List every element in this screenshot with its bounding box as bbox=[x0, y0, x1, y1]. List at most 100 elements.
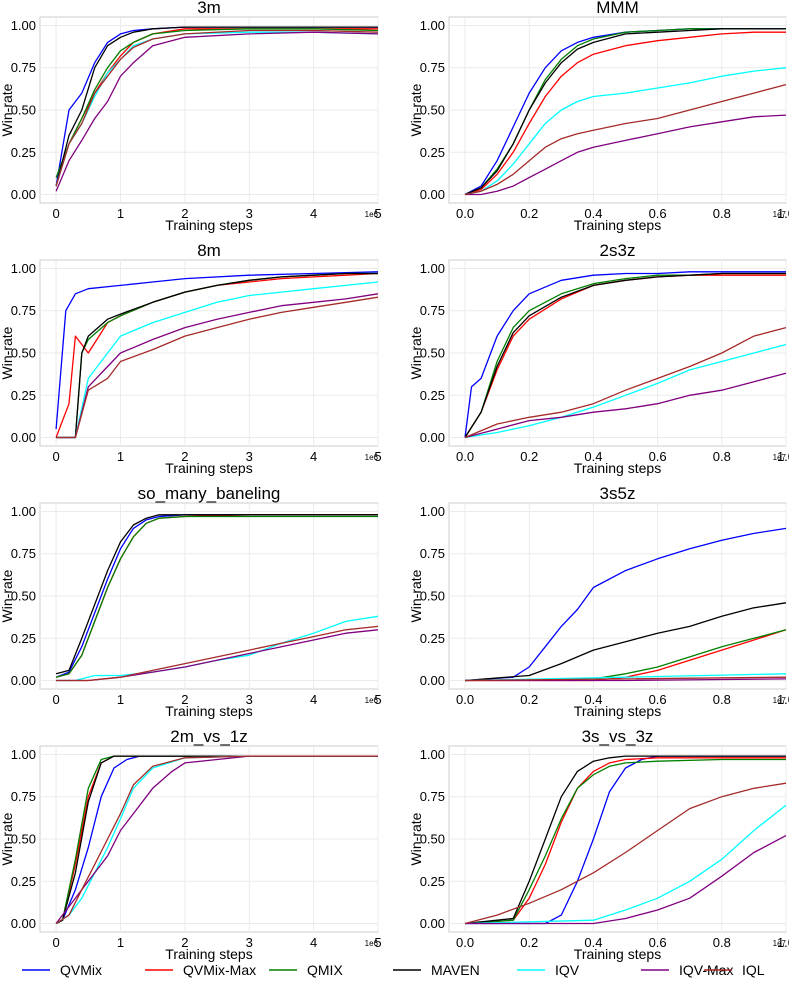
y-tick-label: 1.00 bbox=[420, 18, 445, 33]
x-tick-label: 0 bbox=[52, 449, 59, 464]
series-line-iqv bbox=[56, 281, 379, 439]
series-line-qvmix bbox=[55, 271, 379, 430]
series-line-iql bbox=[464, 782, 787, 925]
series-line-maven bbox=[55, 514, 378, 675]
y-axis-label: Win-rate bbox=[408, 83, 424, 136]
series-line-qvmix bbox=[464, 271, 786, 438]
series-line-iql bbox=[55, 755, 378, 925]
x-tick-label: 0.4 bbox=[584, 692, 602, 707]
x-tick-label: 1 bbox=[117, 935, 124, 950]
y-tick-label: 0.00 bbox=[11, 673, 36, 688]
x-tick-label: 1 bbox=[117, 692, 124, 707]
chart-title: 8m bbox=[197, 241, 221, 260]
x-axis-label: Training steps bbox=[165, 217, 252, 233]
y-axis-label: Win-rate bbox=[0, 569, 15, 622]
x-tick-label: 5 bbox=[374, 449, 381, 464]
x-tick-label: 5 bbox=[374, 935, 381, 950]
x-tick-label: 0.6 bbox=[649, 206, 667, 221]
y-tick-label: 0.75 bbox=[11, 303, 36, 318]
x-tick-label: 0.4 bbox=[584, 206, 602, 221]
x-exponent: 1e6 bbox=[365, 453, 379, 462]
x-tick-label: 2 bbox=[181, 692, 188, 707]
chart-panel-7: 0.0 0.2 0.4 0.6 0.8 1.0 0.00 0.25 0.50 0.75 1.00 1e… bbox=[408, 727, 789, 962]
x-tick-label: 4 bbox=[310, 449, 317, 464]
y-tick-label: 1.00 bbox=[420, 504, 445, 519]
y-tick-label: 0.50 bbox=[11, 346, 36, 361]
x-tick-label: 2 bbox=[181, 935, 188, 950]
x-tick-label: 3 bbox=[246, 692, 253, 707]
legend-item-qvmix: QVMix bbox=[22, 962, 102, 978]
x-tick-label: 3 bbox=[246, 449, 253, 464]
chart-panel-1: 0.0 0.2 0.4 0.6 0.8 1.0 0.00 0.25 0.50 0.75 1.00 1e… bbox=[408, 0, 789, 233]
y-tick-label: 0.25 bbox=[11, 631, 36, 646]
y-tick-label: 0.50 bbox=[420, 346, 445, 361]
series-line-iqv-max bbox=[56, 293, 379, 439]
x-tick-label: 0.0 bbox=[456, 449, 474, 464]
x-tick-label: 0.6 bbox=[649, 935, 667, 950]
legend-label: IQV bbox=[555, 962, 580, 978]
chart-title: MMM bbox=[596, 0, 638, 17]
x-tick-label: 1 bbox=[117, 206, 124, 221]
y-tick-label: 0.00 bbox=[11, 430, 36, 445]
series-line-maven bbox=[55, 26, 378, 187]
x-axis-label: Training steps bbox=[165, 460, 252, 476]
y-tick-label: 0.75 bbox=[420, 303, 445, 318]
series-line-iqv bbox=[464, 343, 787, 439]
x-tick-label: 1.0 bbox=[777, 692, 789, 707]
x-tick-label: 0.6 bbox=[649, 692, 667, 707]
x-tick-label: 0.2 bbox=[520, 692, 538, 707]
y-tick-label: 1.00 bbox=[11, 18, 36, 33]
chart-panel-0: 0 1 2 3 4 5 0.00 0.25 0.50 0.75 1.00 1e6 Training st… bbox=[0, 0, 382, 233]
x-tick-label: 1.0 bbox=[777, 206, 789, 221]
series-line-iqv-max bbox=[464, 372, 787, 439]
legend-label: QVMix bbox=[60, 962, 102, 978]
x-axis-label: Training steps bbox=[574, 460, 661, 476]
series-line-maven bbox=[56, 272, 378, 439]
legend-label: IQL bbox=[742, 962, 765, 978]
y-tick-label: 0.75 bbox=[11, 789, 36, 804]
legend-label: MAVEN bbox=[431, 962, 480, 978]
y-tick-label: 1.00 bbox=[420, 747, 445, 762]
y-tick-label: 1.00 bbox=[11, 747, 36, 762]
series-line-iql bbox=[56, 296, 379, 439]
series-line-qvmix-max bbox=[464, 31, 786, 196]
y-tick-label: 0.50 bbox=[11, 832, 36, 847]
x-tick-label: 0.0 bbox=[456, 935, 474, 950]
x-tick-label: 0.8 bbox=[713, 449, 731, 464]
x-tick-label: 1 bbox=[117, 449, 124, 464]
x-tick-label: 0.8 bbox=[713, 206, 731, 221]
legend: QVMix QVMix-Max QMIX MAVEN IQV IQV-Max IQL bbox=[22, 962, 765, 978]
chart-panel-3: 0.0 0.2 0.4 0.6 0.8 1.0 0.00 0.25 0.50 0.75 1.00 1e… bbox=[408, 241, 789, 476]
y-tick-label: 0.75 bbox=[420, 546, 445, 561]
y-tick-label: 0.75 bbox=[420, 789, 445, 804]
x-tick-label: 5 bbox=[374, 692, 381, 707]
x-axis-label: Training steps bbox=[574, 703, 661, 719]
y-axis-label: Win-rate bbox=[0, 326, 15, 379]
chart-title: 2m_vs_1z bbox=[170, 727, 247, 746]
series-line-maven bbox=[464, 28, 786, 196]
x-tick-label: 4 bbox=[310, 206, 317, 221]
y-tick-label: 0.50 bbox=[420, 103, 445, 118]
y-tick-label: 0.00 bbox=[420, 916, 445, 931]
x-tick-label: 0.6 bbox=[649, 449, 667, 464]
y-tick-label: 0.00 bbox=[420, 187, 445, 202]
y-tick-label: 0.50 bbox=[11, 589, 36, 604]
y-tick-label: 0.25 bbox=[420, 874, 445, 889]
x-tick-label: 0 bbox=[52, 935, 59, 950]
x-axis-label: Training steps bbox=[165, 703, 252, 719]
chart-panel-2: 0 1 2 3 4 5 0.00 0.25 0.50 0.75 1.00 1e6 Training st… bbox=[0, 241, 382, 476]
x-tick-label: 0 bbox=[52, 692, 59, 707]
x-exponent: 1e7 bbox=[773, 453, 787, 462]
y-axis-label: Win-rate bbox=[408, 812, 424, 865]
y-tick-label: 0.00 bbox=[11, 916, 36, 931]
chart-title: 3s_vs_3z bbox=[582, 727, 654, 746]
x-exponent: 1e6 bbox=[365, 696, 379, 705]
x-exponent: 1e6 bbox=[365, 210, 379, 219]
series-line-iql bbox=[55, 29, 379, 187]
series-line-iql bbox=[464, 326, 787, 439]
y-axis-label: Win-rate bbox=[0, 83, 15, 136]
x-tick-label: 2 bbox=[181, 449, 188, 464]
y-tick-label: 0.25 bbox=[11, 145, 36, 160]
legend-item-qmix: QMIX bbox=[269, 962, 343, 978]
x-tick-label: 0.4 bbox=[584, 449, 602, 464]
